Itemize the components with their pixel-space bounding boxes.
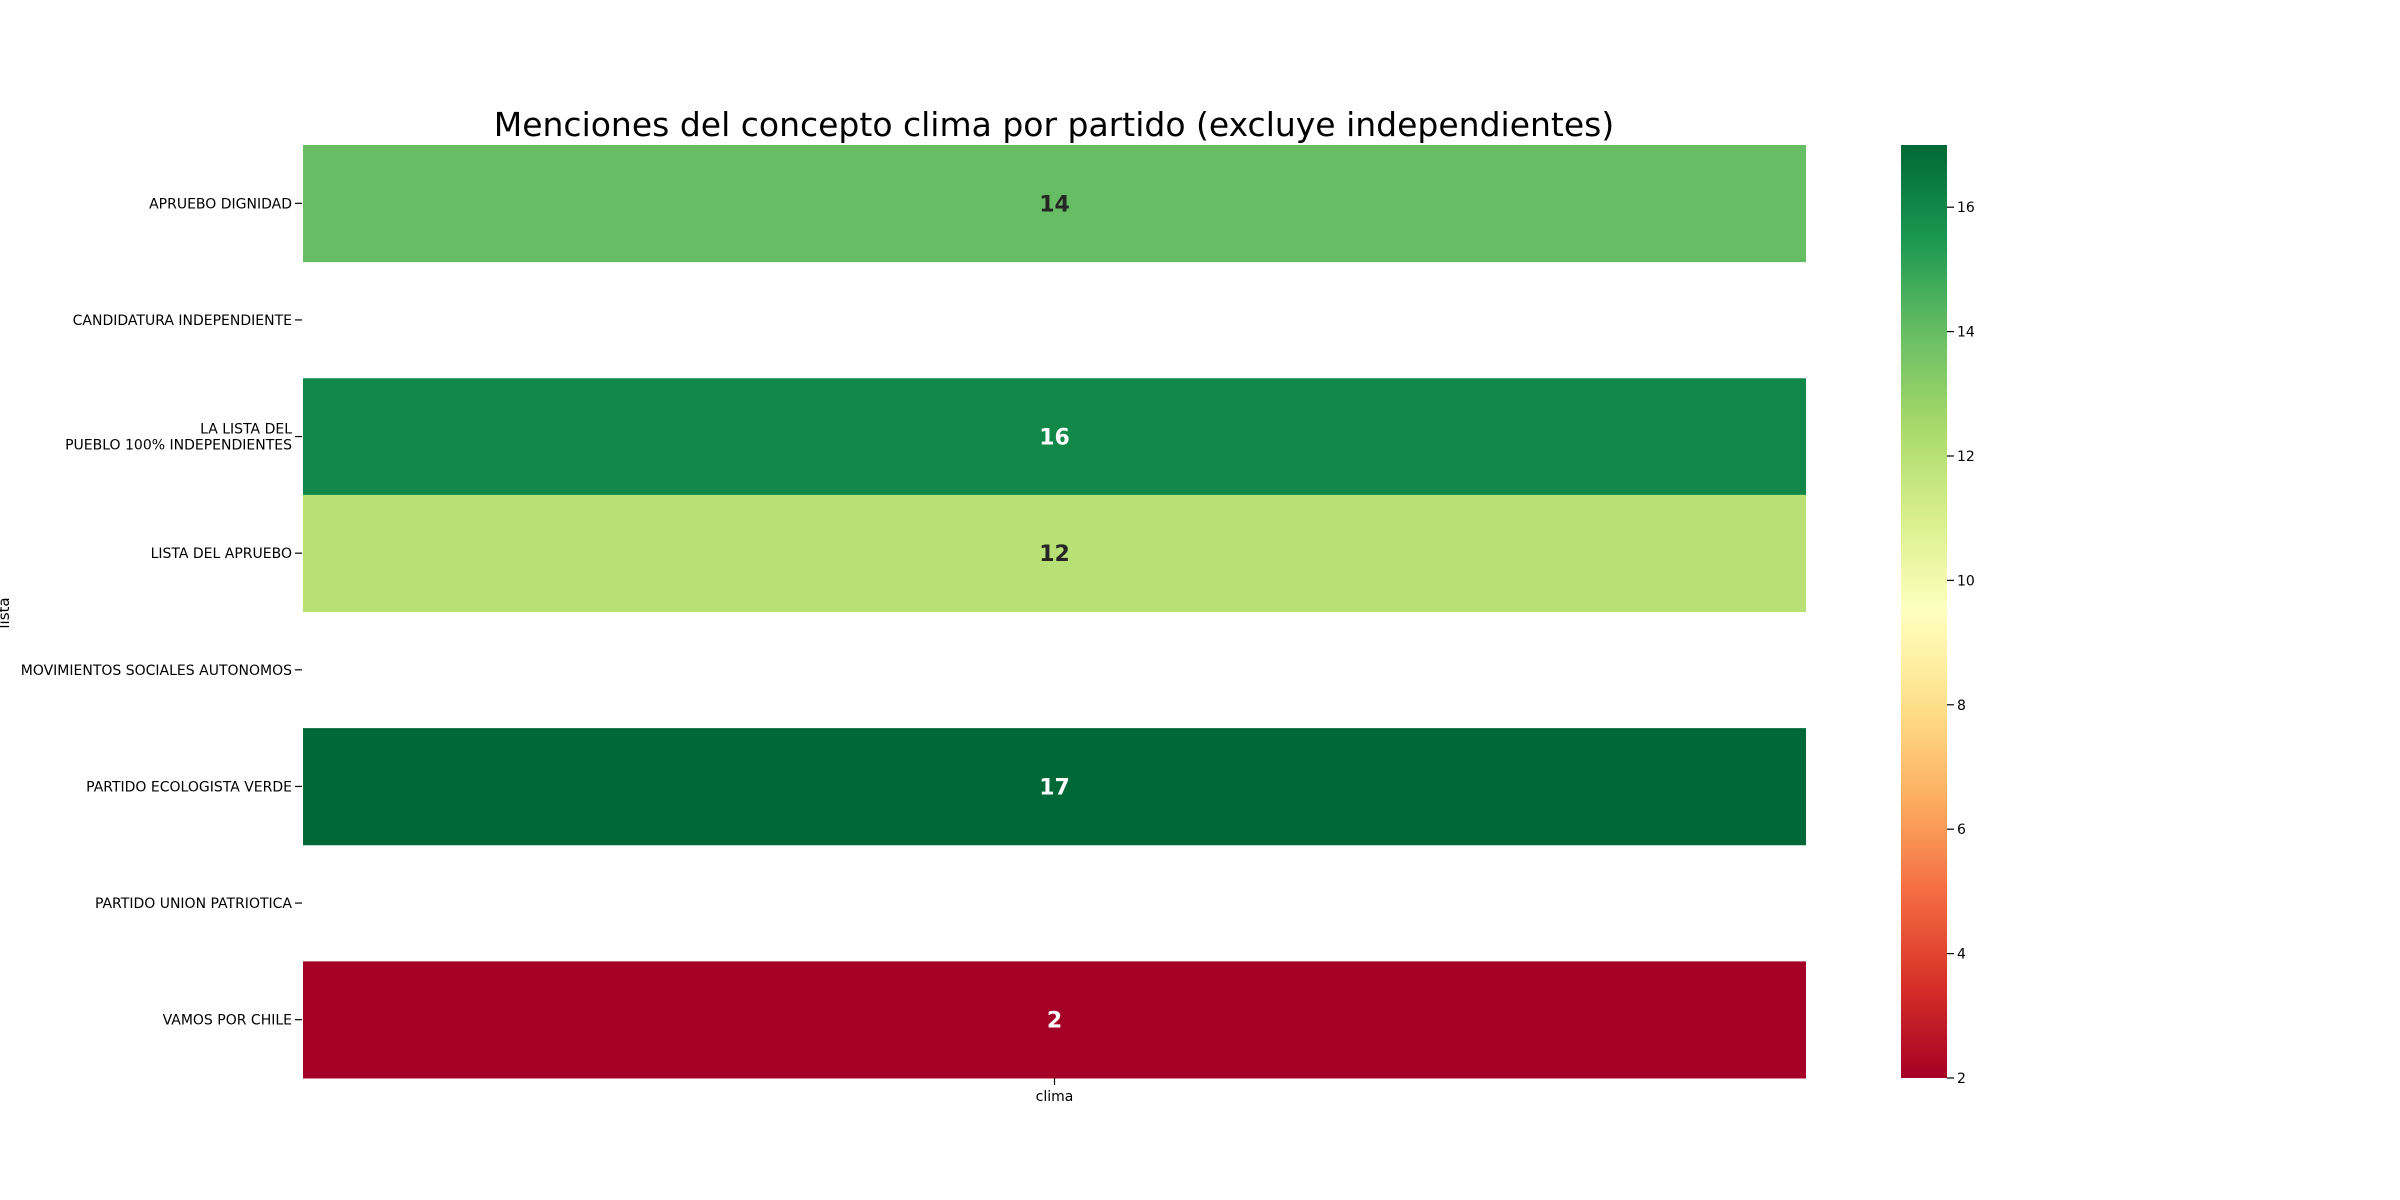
- heatmap-cell: [303, 961, 1806, 1079]
- y-tick-label: LA LISTA DEL PUEBLO 100% INDEPENDIENTES: [65, 422, 292, 454]
- row-labels: APRUEBO DIGNIDAD CANDIDATURA INDEPENDIENT…: [21, 196, 302, 1029]
- heatmap-cells: 14 16 12 17 2: [303, 145, 1806, 1079]
- y-tick-label: CANDIDATURA INDEPENDIENTE: [73, 313, 292, 329]
- colorbar-tick-label: 16: [1957, 200, 1975, 216]
- heatmap-cell: [303, 728, 1806, 846]
- y-tick-label: VAMOS POR CHILE: [163, 1013, 292, 1029]
- x-tick-label: clima: [1036, 1089, 1074, 1105]
- colorbar-tick-label: 2: [1957, 1071, 1966, 1087]
- cell-value-label: 16: [1039, 426, 1070, 451]
- heatmap-cell: [303, 494, 1806, 612]
- y-tick-label: PARTIDO UNION PATRIOTICA: [95, 896, 292, 912]
- cell-value-label: 12: [1039, 542, 1070, 567]
- colorbar-gradient: [1901, 145, 1947, 1078]
- y-axis-label: lista: [0, 597, 13, 628]
- cell-value-label: 2: [1047, 1009, 1062, 1034]
- chart-title: Menciones del concepto clima por partido…: [494, 105, 1615, 144]
- column-labels: clima: [1036, 1078, 1074, 1105]
- colorbar-tick-label: 6: [1957, 822, 1966, 838]
- cell-value-label: 14: [1039, 192, 1070, 217]
- cell-value-label: 17: [1039, 775, 1070, 800]
- y-tick-label: LISTA DEL APRUEBO: [151, 546, 292, 562]
- colorbar: 2 4 6 8 10 12 14 16: [1901, 145, 1975, 1087]
- colorbar-tick-label: 10: [1957, 573, 1975, 589]
- y-tick-label: MOVIMIENTOS SOCIALES AUTONOMOS: [21, 663, 292, 679]
- heatmap-cell: [303, 145, 1806, 263]
- y-tick-label: PARTIDO ECOLOGISTA VERDE: [86, 779, 292, 795]
- colorbar-tick-label: 12: [1957, 449, 1975, 465]
- colorbar-tick-label: 4: [1957, 947, 1966, 963]
- y-tick-label: APRUEBO DIGNIDAD: [149, 196, 292, 212]
- heatmap-cell: [303, 378, 1806, 496]
- colorbar-tick-label: 8: [1957, 698, 1966, 714]
- colorbar-tick-label: 14: [1957, 325, 1975, 341]
